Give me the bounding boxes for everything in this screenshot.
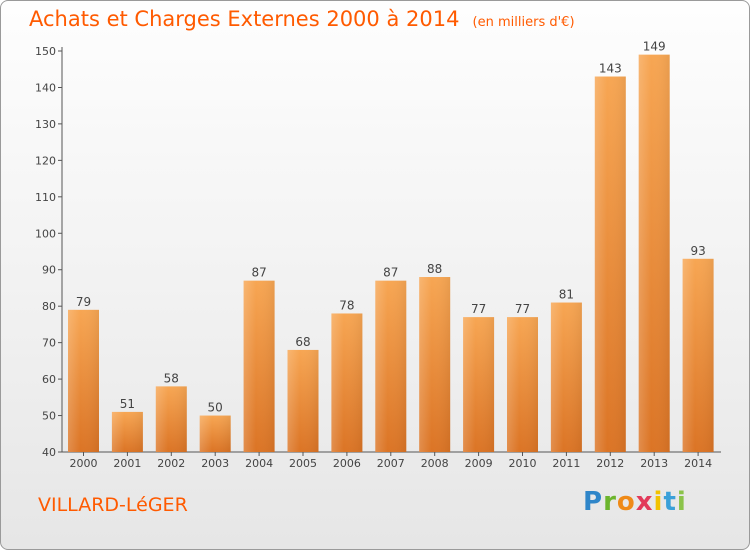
y-tick-label: 100 — [35, 227, 56, 240]
data-label: 93 — [690, 244, 705, 258]
bar-highlight — [419, 277, 451, 452]
data-label: 51 — [120, 397, 135, 411]
logo-letter: o — [616, 487, 636, 517]
y-tick-label: 70 — [42, 337, 56, 350]
y-tick-label: 120 — [35, 154, 56, 167]
y-tick-label: 150 — [35, 45, 56, 58]
chart-title: Achats et Charges Externes 2000 à 2014 — [29, 7, 460, 31]
y-tick-label: 130 — [35, 118, 56, 131]
bar-highlight — [463, 317, 495, 452]
bar-highlight — [243, 280, 275, 452]
bar-highlight — [155, 386, 187, 452]
y-tick-label: 60 — [42, 373, 56, 386]
commune-name: VILLARD-LéGER — [38, 494, 188, 516]
data-label: 81 — [559, 288, 574, 302]
bar-highlight — [594, 76, 626, 452]
data-labels-group: 79 51 58 50 87 68 78 87 88 77 77 81 143 149 93 — [76, 40, 706, 415]
logo-letter: i — [653, 487, 664, 517]
data-label: 149 — [643, 40, 666, 54]
x-tick-label: 2007 — [377, 457, 405, 470]
x-tick-label: 2009 — [465, 457, 493, 470]
y-tick-label: 80 — [42, 300, 56, 313]
y-tick-label: 110 — [35, 191, 56, 204]
data-label: 78 — [339, 298, 354, 312]
bars-group — [68, 54, 714, 453]
bar-highlight — [375, 280, 407, 452]
y-tick-label: 40 — [42, 446, 56, 459]
x-tick-label: 2014 — [684, 457, 712, 470]
x-tick-label: 2003 — [201, 457, 229, 470]
x-tick-label: 2004 — [245, 457, 273, 470]
y-tick-label: 90 — [42, 264, 56, 277]
logo-letter: P — [583, 487, 604, 517]
x-tick-label: 2001 — [113, 457, 141, 470]
axes-group: 40 50 60 70 80 90 100 110 120 130 140 150 2000 2001 20… — [35, 45, 721, 470]
x-tick-label: 2005 — [289, 457, 317, 470]
logo-letter: t — [663, 487, 677, 517]
logo-letter: r — [603, 487, 617, 517]
bar-highlight — [287, 349, 319, 452]
data-label: 88 — [427, 262, 442, 276]
x-tick-label: 2011 — [552, 457, 580, 470]
data-label: 58 — [164, 371, 179, 385]
data-label: 87 — [383, 266, 398, 280]
bar-highlight — [331, 313, 363, 452]
bar-highlight — [68, 309, 99, 452]
chart-title-block: Achats et Charges Externes 2000 à 2014 (… — [29, 7, 575, 31]
x-tick-label: 2000 — [70, 457, 98, 470]
bar-highlight — [550, 302, 582, 452]
bar-highlight — [638, 54, 670, 453]
x-tick-label: 2013 — [640, 457, 668, 470]
data-label: 87 — [251, 266, 266, 280]
bar-highlight — [199, 415, 231, 452]
y-tick-label: 50 — [42, 410, 56, 423]
data-label: 50 — [208, 401, 223, 415]
logo-letter: x — [635, 487, 654, 517]
x-tick-label: 2006 — [333, 457, 361, 470]
y-tick-label: 140 — [35, 81, 56, 94]
x-tick-label: 2008 — [421, 457, 449, 470]
x-tick-label: 2010 — [509, 457, 537, 470]
x-tick-label: 2012 — [596, 457, 624, 470]
data-label: 77 — [471, 302, 486, 316]
bar-highlight — [682, 258, 714, 452]
data-label: 68 — [295, 335, 310, 349]
x-tick-label: 2002 — [157, 457, 185, 470]
chart-unit: (en milliers d'€) — [472, 15, 575, 30]
data-label: 143 — [599, 62, 622, 76]
proxiti-logo: Proxiti — [583, 487, 687, 517]
data-label: 79 — [76, 295, 91, 309]
bar-highlight — [507, 317, 538, 452]
bar-highlight — [111, 411, 143, 452]
data-label: 77 — [515, 302, 530, 316]
logo-letter: i — [676, 487, 687, 517]
